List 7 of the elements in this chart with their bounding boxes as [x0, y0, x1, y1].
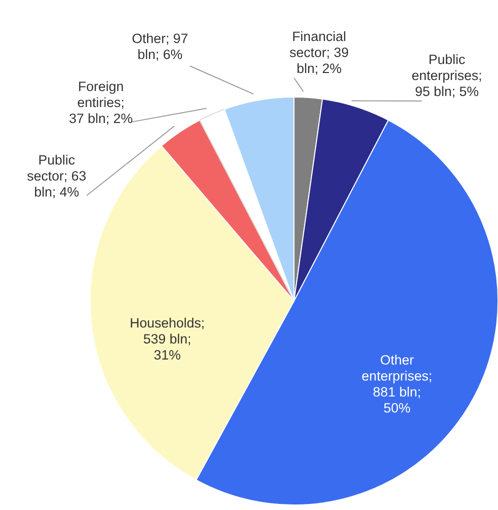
slice-label: Other enterprises; 881 bln; 50%: [362, 352, 432, 416]
slice-label: Public enterprises; 95 bln; 5%: [412, 52, 482, 99]
slice-label: Foreign entiries; 37 bln; 2%: [68, 79, 133, 126]
slice-label: Public sector; 63 bln; 4%: [27, 152, 86, 200]
slice-label: Households; 539 bln; 31%: [130, 316, 205, 363]
slice-label: Other; 97 bln; 6%: [132, 31, 188, 62]
slice-label: Financial sector; 39 bln; 2%: [289, 29, 349, 76]
